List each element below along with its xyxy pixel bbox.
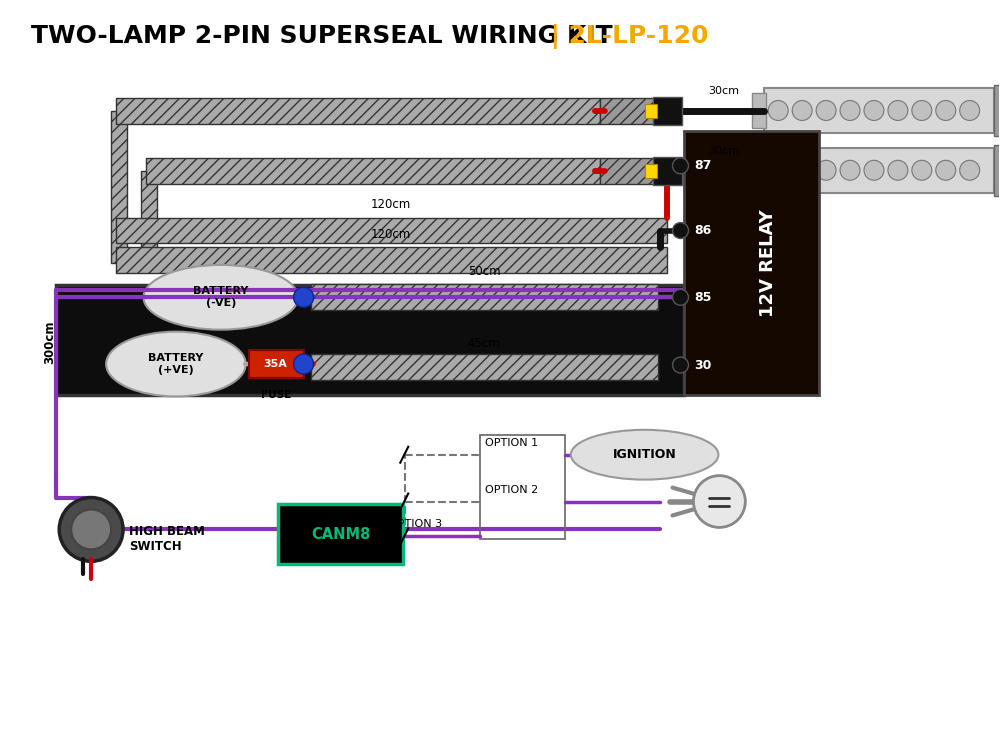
- Circle shape: [912, 100, 932, 121]
- Circle shape: [792, 100, 812, 121]
- Bar: [653, 97, 682, 125]
- Text: 30: 30: [694, 358, 712, 371]
- Circle shape: [71, 509, 111, 549]
- Text: OPTION 3: OPTION 3: [389, 520, 442, 530]
- Circle shape: [816, 100, 836, 121]
- Bar: [141, 171, 157, 263]
- Circle shape: [673, 357, 688, 373]
- Bar: [645, 104, 657, 118]
- Text: 30cm: 30cm: [708, 86, 739, 96]
- Text: BATTERY
(-VE): BATTERY (-VE): [193, 286, 248, 308]
- Circle shape: [673, 290, 688, 305]
- Bar: [311, 354, 658, 380]
- Circle shape: [840, 100, 860, 121]
- Circle shape: [864, 160, 884, 180]
- Text: 85: 85: [694, 291, 712, 304]
- Circle shape: [294, 287, 314, 308]
- Circle shape: [936, 100, 956, 121]
- Text: 87: 87: [694, 159, 712, 172]
- Circle shape: [888, 160, 908, 180]
- Circle shape: [768, 160, 788, 180]
- Bar: [249, 350, 304, 378]
- Bar: [116, 248, 667, 274]
- Circle shape: [888, 100, 908, 121]
- Bar: [146, 158, 600, 184]
- Circle shape: [693, 476, 745, 527]
- Text: CANM8: CANM8: [311, 527, 370, 542]
- Bar: [764, 88, 994, 133]
- Text: 86: 86: [694, 224, 712, 237]
- Text: HIGH BEAM
SWITCH: HIGH BEAM SWITCH: [129, 526, 205, 554]
- Text: OPTION 2: OPTION 2: [485, 484, 539, 494]
- Circle shape: [960, 100, 980, 121]
- Bar: [116, 98, 600, 124]
- Text: 120cm: 120cm: [370, 227, 410, 241]
- Ellipse shape: [143, 265, 298, 330]
- Bar: [752, 153, 766, 188]
- Bar: [764, 148, 994, 193]
- Circle shape: [792, 160, 812, 180]
- Ellipse shape: [571, 430, 718, 479]
- Text: FUSE: FUSE: [260, 390, 291, 400]
- Text: | 2L-LP-120: | 2L-LP-120: [542, 24, 708, 49]
- FancyBboxPatch shape: [278, 503, 403, 564]
- Text: OPTION 1: OPTION 1: [485, 438, 539, 448]
- Bar: [56, 285, 684, 395]
- Bar: [645, 164, 657, 178]
- Circle shape: [864, 100, 884, 121]
- Circle shape: [673, 223, 688, 238]
- Ellipse shape: [106, 332, 246, 397]
- Circle shape: [768, 100, 788, 121]
- Text: TWO-LAMP 2-PIN SUPERSEAL WIRING KIT: TWO-LAMP 2-PIN SUPERSEAL WIRING KIT: [31, 24, 613, 48]
- Circle shape: [673, 158, 688, 174]
- Circle shape: [59, 497, 123, 561]
- Bar: [111, 111, 127, 263]
- Bar: [653, 157, 682, 184]
- Text: 35A: 35A: [264, 359, 288, 369]
- Circle shape: [960, 160, 980, 180]
- Text: 300cm: 300cm: [43, 320, 56, 364]
- Text: 12V RELAY: 12V RELAY: [759, 209, 777, 316]
- Bar: [684, 131, 819, 395]
- Bar: [994, 85, 1000, 136]
- Circle shape: [294, 354, 314, 374]
- Text: 45cm: 45cm: [468, 337, 500, 350]
- Text: 120cm: 120cm: [370, 197, 410, 211]
- Bar: [600, 158, 655, 184]
- Text: 50cm: 50cm: [468, 266, 500, 278]
- Bar: [994, 145, 1000, 196]
- Circle shape: [816, 160, 836, 180]
- Circle shape: [840, 160, 860, 180]
- Circle shape: [936, 160, 956, 180]
- Bar: [116, 217, 667, 244]
- Bar: [480, 435, 565, 539]
- Bar: [311, 284, 658, 310]
- Text: BATTERY
(+VE): BATTERY (+VE): [148, 353, 204, 375]
- Circle shape: [912, 160, 932, 180]
- Text: IGNITION: IGNITION: [613, 448, 676, 461]
- Bar: [752, 93, 766, 128]
- Text: 30cm: 30cm: [708, 146, 739, 156]
- Bar: [600, 98, 655, 124]
